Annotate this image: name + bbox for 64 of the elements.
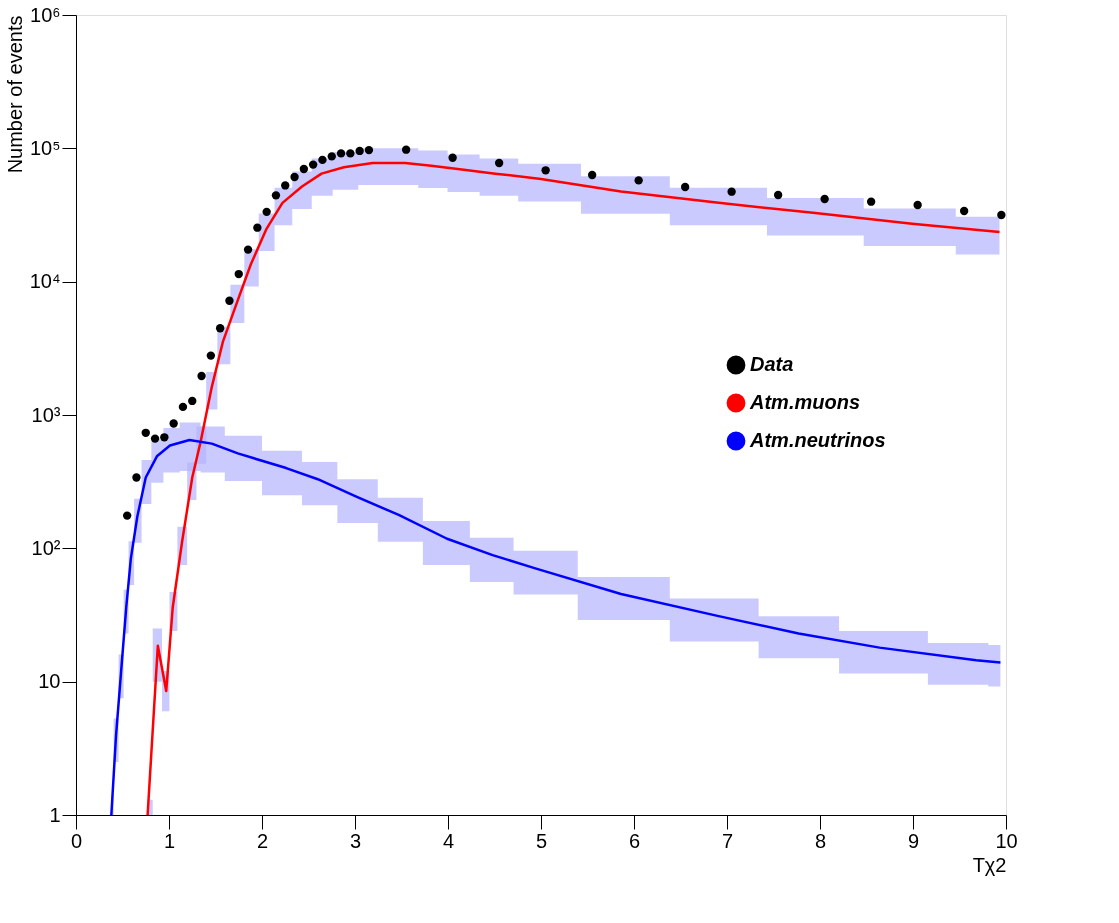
point bbox=[169, 419, 178, 428]
point bbox=[206, 351, 216, 360]
point bbox=[346, 149, 355, 158]
point bbox=[271, 191, 281, 200]
point bbox=[141, 428, 150, 437]
x-tick-label: 2 bbox=[256, 829, 269, 852]
point bbox=[327, 152, 336, 161]
point bbox=[355, 146, 364, 156]
point bbox=[188, 396, 197, 406]
point bbox=[773, 190, 783, 200]
x-tick-label: 4 bbox=[442, 829, 455, 852]
point bbox=[913, 200, 922, 210]
point bbox=[178, 402, 188, 412]
y-tick-label: 10 bbox=[38, 670, 61, 693]
point bbox=[234, 269, 243, 279]
x-tick-label: 7 bbox=[721, 829, 734, 852]
point bbox=[243, 245, 253, 254]
point bbox=[959, 206, 969, 216]
point bbox=[225, 296, 234, 305]
x-tick-label: 0 bbox=[70, 829, 83, 852]
legend-label: Atm.muons bbox=[749, 391, 860, 413]
point bbox=[541, 166, 550, 175]
point bbox=[122, 511, 132, 520]
point bbox=[215, 324, 225, 333]
point bbox=[587, 170, 597, 180]
x-axis-title: Tχ2 bbox=[972, 853, 1007, 876]
point bbox=[820, 194, 829, 204]
x-tick-label: 1 bbox=[163, 829, 176, 852]
y-tick-label: 10² bbox=[31, 536, 61, 559]
x-tick-label: 9 bbox=[907, 829, 920, 852]
y-tick-label: 10⁶ bbox=[30, 3, 61, 26]
y-tick-label: 1 bbox=[49, 803, 61, 826]
point bbox=[448, 153, 457, 162]
point bbox=[197, 371, 206, 381]
point bbox=[634, 176, 643, 185]
point bbox=[132, 473, 141, 482]
point bbox=[318, 155, 327, 165]
y-tick-label: 10⁵ bbox=[29, 136, 61, 159]
y-axis-title: Number of events bbox=[3, 15, 26, 174]
point bbox=[336, 149, 346, 158]
point bbox=[727, 187, 736, 196]
x-tick-label: 5 bbox=[535, 829, 548, 852]
x-tick-label: 3 bbox=[349, 829, 362, 852]
point bbox=[680, 182, 690, 192]
point bbox=[308, 160, 318, 169]
y-tick-label: 10³ bbox=[31, 403, 61, 426]
legend-label: Data bbox=[750, 353, 794, 375]
point bbox=[364, 145, 374, 155]
point bbox=[150, 434, 160, 443]
x-tick-label: 10 bbox=[995, 829, 1018, 852]
point bbox=[401, 145, 411, 154]
point bbox=[866, 197, 876, 206]
point bbox=[160, 433, 169, 442]
y-tick-label: 10⁴ bbox=[29, 270, 61, 293]
point bbox=[494, 158, 504, 168]
point bbox=[253, 223, 262, 232]
point bbox=[290, 172, 299, 182]
point bbox=[281, 181, 290, 190]
point bbox=[262, 207, 271, 217]
x-tick-label: 8 bbox=[814, 829, 827, 852]
legend-label: Atm.neutrinos bbox=[749, 429, 886, 451]
point bbox=[299, 164, 309, 174]
point bbox=[997, 210, 1006, 220]
x-tick-label: 6 bbox=[628, 829, 641, 852]
